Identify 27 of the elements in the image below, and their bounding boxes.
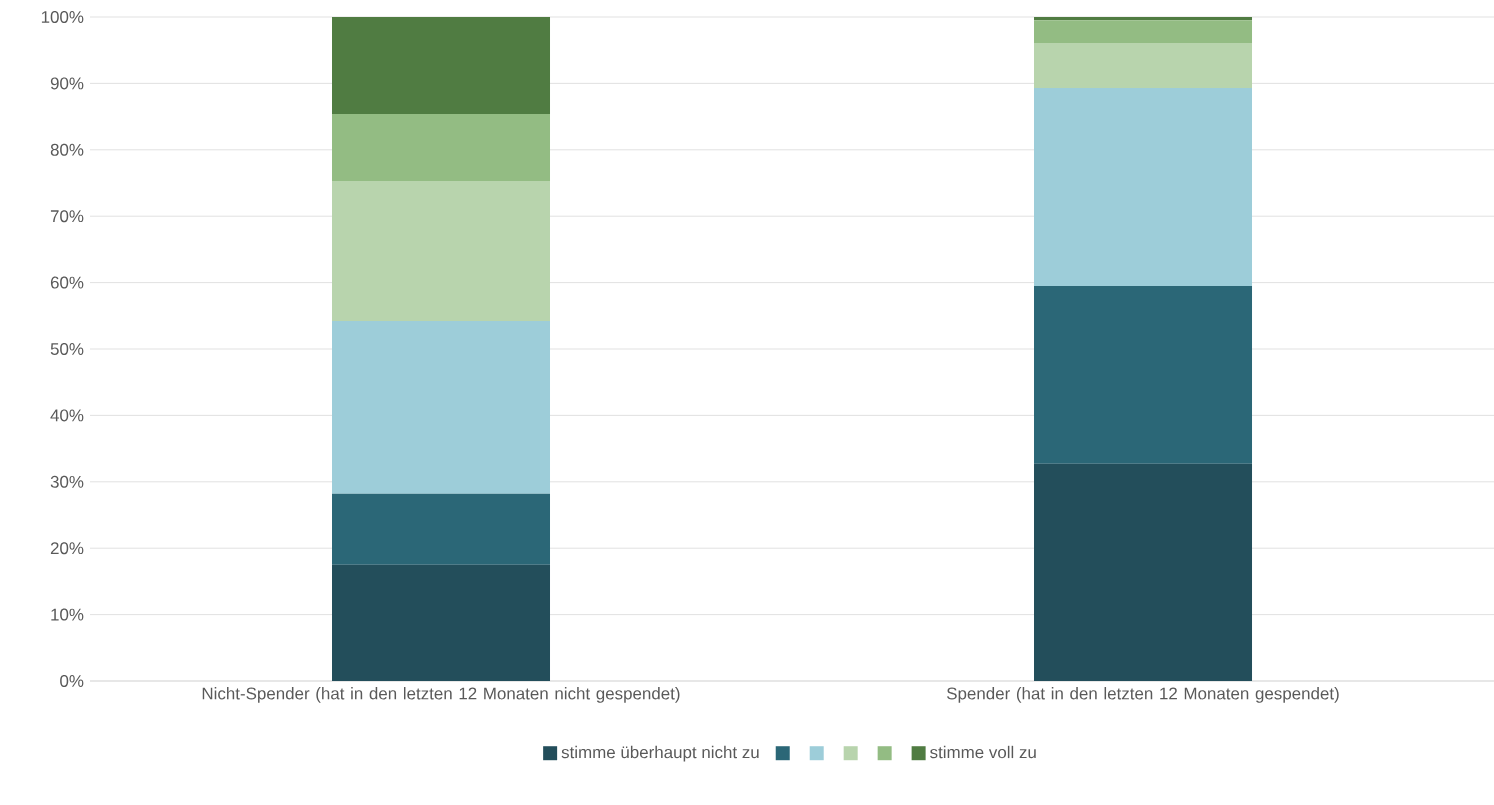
legend-label: stimme voll zu bbox=[930, 745, 1036, 759]
bar bbox=[332, 321, 551, 494]
y-tick-label: 0% bbox=[60, 675, 84, 687]
bar bbox=[1034, 16, 1253, 21]
y-tick-label: 10% bbox=[51, 608, 84, 621]
y-tick-label: 50% bbox=[50, 343, 84, 355]
bar bbox=[1034, 285, 1253, 464]
x-tick-label: Nicht-Spender (hat in den letzten 12 Monaten nicht gespendet) bbox=[202, 687, 680, 703]
y-tick-label: 40% bbox=[50, 409, 84, 422]
bar bbox=[1034, 42, 1253, 89]
bar bbox=[332, 113, 551, 181]
y-tick-label: 90% bbox=[50, 77, 84, 90]
bar bbox=[332, 16, 551, 114]
bar bbox=[1034, 20, 1253, 43]
bar bbox=[332, 493, 551, 565]
bar bbox=[332, 564, 551, 681]
y-tick-label: 70% bbox=[50, 210, 84, 223]
y-tick-label: 60% bbox=[50, 276, 84, 289]
x-tick-label: Spender (hat in den letzten 12 Monaten gespendet) bbox=[947, 687, 1339, 703]
bar bbox=[1034, 463, 1253, 681]
y-tick-label: 30% bbox=[50, 475, 84, 488]
y-tick-label: 80% bbox=[50, 143, 84, 156]
y-tick-label: 100% bbox=[41, 11, 84, 23]
bar bbox=[332, 181, 551, 322]
legend-label: stimme überhaupt nicht zu bbox=[561, 745, 759, 762]
bar bbox=[1034, 88, 1253, 286]
y-tick-label: 20% bbox=[50, 542, 84, 555]
